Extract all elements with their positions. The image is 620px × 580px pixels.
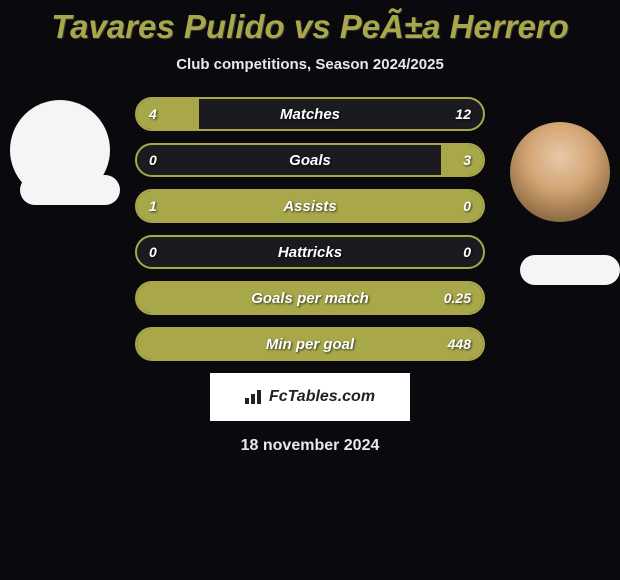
bar-chart-icon (245, 390, 263, 404)
page-title: Tavares Pulido vs PeÃ±a Herrero (0, 0, 620, 46)
bar-row-hattricks: 0 Hattricks 0 (135, 235, 485, 269)
bar-value-right: 0 (463, 191, 471, 221)
bar-value-right: 0 (463, 237, 471, 267)
bar-row-goals: 0 Goals 3 (135, 143, 485, 177)
bar-label: Matches (137, 99, 483, 129)
bar-row-goals-per-match: Goals per match 0.25 (135, 281, 485, 315)
bar-value-right: 12 (455, 99, 471, 129)
bar-label: Assists (137, 191, 483, 221)
bar-label: Hattricks (137, 237, 483, 267)
bar-value-right: 3 (463, 145, 471, 175)
bar-row-min-per-goal: Min per goal 448 (135, 327, 485, 361)
subtitle: Club competitions, Season 2024/2025 (0, 56, 620, 73)
player-left-club-logo (20, 175, 120, 205)
bar-row-assists: 1 Assists 0 (135, 189, 485, 223)
player-right-club-logo (520, 255, 620, 285)
bar-row-matches: 4 Matches 12 (135, 97, 485, 131)
footer-brand: FcTables.com (210, 373, 410, 421)
bar-label: Goals (137, 145, 483, 175)
bar-value-right: 0.25 (444, 283, 471, 313)
bar-label: Min per goal (137, 329, 483, 359)
footer-date: 18 november 2024 (0, 437, 620, 455)
bar-label: Goals per match (137, 283, 483, 313)
footer-brand-text: FcTables.com (269, 388, 375, 406)
player-right-avatar (510, 122, 610, 222)
bar-value-right: 448 (448, 329, 471, 359)
comparison-bars: 4 Matches 12 0 Goals 3 1 Assists 0 0 Hat… (135, 97, 485, 361)
